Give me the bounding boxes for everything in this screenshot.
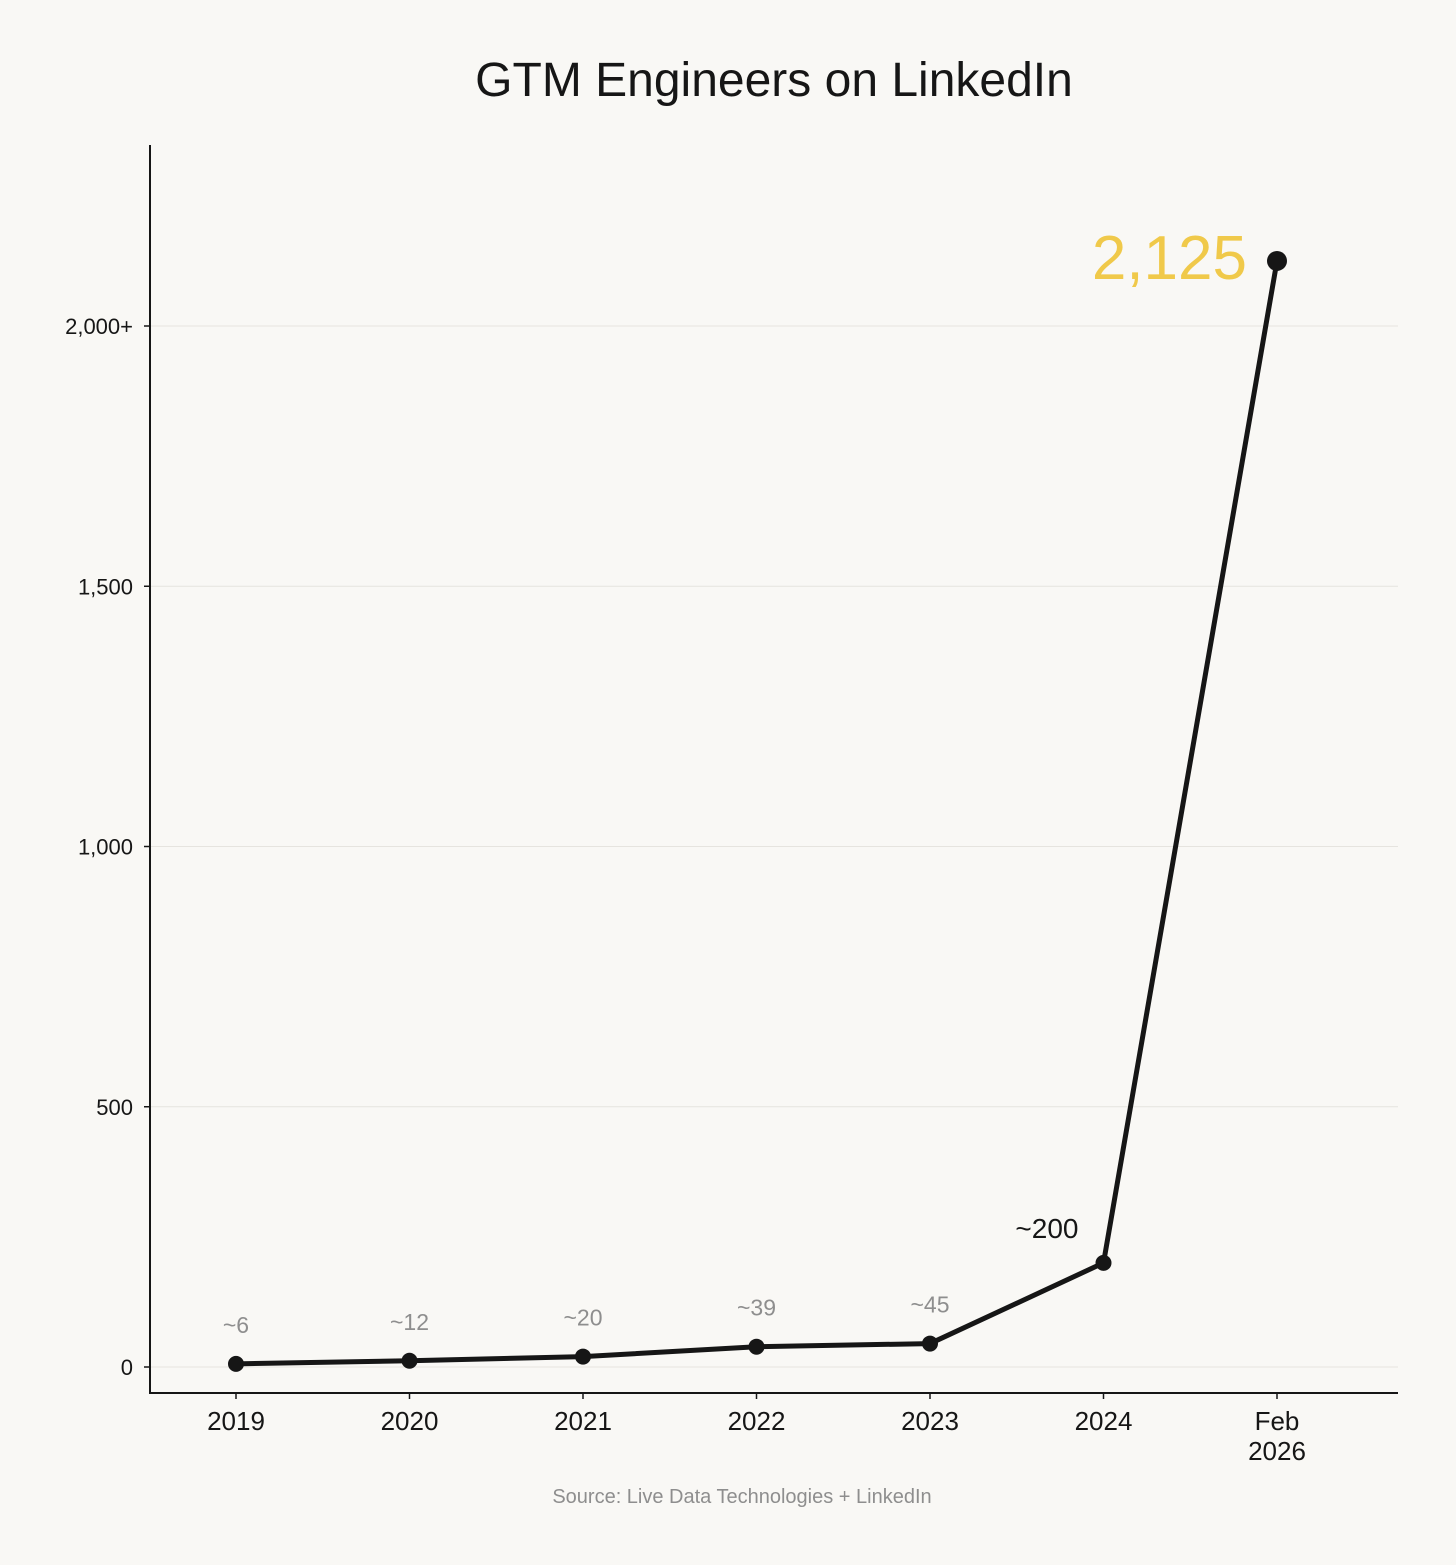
y-tick-label: 1,500	[78, 574, 133, 599]
y-ticks: 0 500 1,000 1,500 2,000+	[65, 314, 150, 1380]
chart-title: GTM Engineers on LinkedIn	[475, 54, 1073, 107]
data-label: ~6	[223, 1312, 249, 1338]
data-label: ~45	[910, 1292, 949, 1318]
y-tick-label: 500	[96, 1095, 133, 1120]
data-label: ~200	[1015, 1213, 1078, 1244]
x-tick-label: 2021	[554, 1406, 612, 1436]
data-point	[1267, 250, 1287, 271]
data-label: 2,125	[1092, 224, 1247, 293]
y-tick-label: 0	[121, 1355, 133, 1380]
x-tick-label-line: 2026	[1248, 1436, 1306, 1466]
x-tick-label-line: 2020	[381, 1406, 439, 1436]
source-note: Source: Live Data Technologies + LinkedI…	[552, 1486, 931, 1508]
data-point	[922, 1335, 938, 1352]
x-tick-label: Feb 2026	[1248, 1406, 1306, 1466]
x-tick-label-line: 2019	[207, 1406, 265, 1436]
x-tick-label-line: 2022	[728, 1406, 786, 1436]
x-tick-label: 2024	[1075, 1406, 1133, 1436]
data-label: ~12	[390, 1309, 429, 1335]
x-tick-label: 2020	[381, 1406, 439, 1436]
data-label: ~20	[563, 1305, 602, 1331]
data-labels: ~6 ~12 ~20 ~39 ~45 ~200 2,125	[223, 224, 1247, 1338]
data-point	[575, 1348, 591, 1365]
data-label: ~39	[737, 1295, 776, 1321]
x-tick-label-line: 2023	[901, 1406, 959, 1436]
x-tick-label: 2022	[728, 1406, 786, 1436]
axes	[149, 145, 1398, 1394]
data-point	[401, 1352, 418, 1369]
x-tick-label-line: 2021	[554, 1406, 612, 1436]
data-point	[748, 1338, 765, 1355]
x-ticks: 2019 2020 2021 2022 2023 2024 Feb 2026	[207, 1393, 1306, 1466]
data-point	[228, 1355, 244, 1372]
data-point	[1095, 1254, 1112, 1271]
y-tick-label: 1,000	[78, 835, 133, 860]
grid-lines	[151, 325, 1398, 1368]
x-tick-label: 2023	[901, 1406, 959, 1436]
y-tick-label: 2,000+	[65, 314, 133, 339]
data-points	[228, 250, 1287, 1372]
series-line	[233, 258, 1280, 1367]
series	[233, 258, 1280, 1367]
x-tick-label: 2019	[207, 1406, 265, 1436]
x-tick-label-line: Feb	[1255, 1406, 1300, 1436]
x-tick-label-line: 2024	[1075, 1406, 1133, 1436]
